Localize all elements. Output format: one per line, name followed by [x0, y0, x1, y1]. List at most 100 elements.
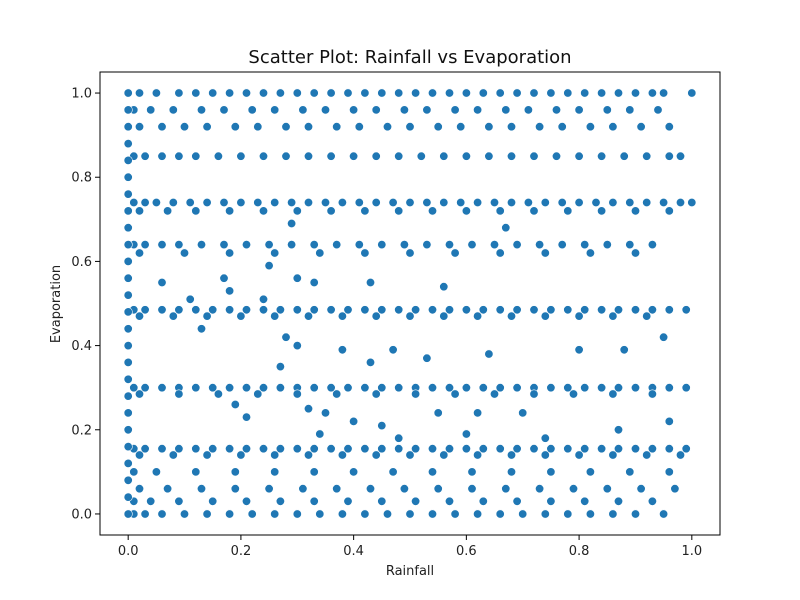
data-point — [613, 496, 623, 506]
chart-title: Scatter Plot: Rainfall vs Evaporation — [248, 47, 571, 68]
data-point — [636, 122, 646, 132]
data-point — [473, 509, 483, 519]
data-point — [343, 383, 353, 393]
data-point — [512, 496, 522, 506]
data-point — [360, 383, 370, 393]
data-point — [135, 122, 145, 132]
data-point — [551, 105, 561, 115]
data-point — [275, 362, 285, 372]
data-point — [405, 450, 415, 460]
data-point — [546, 496, 556, 506]
data-point — [411, 496, 421, 506]
data-point — [219, 240, 229, 250]
data-point — [478, 305, 488, 315]
data-point — [433, 408, 443, 418]
data-point — [174, 88, 184, 98]
data-point — [292, 206, 302, 216]
data-point — [411, 444, 421, 454]
data-point — [292, 273, 302, 283]
data-point — [202, 122, 212, 132]
data-point — [163, 484, 173, 494]
data-point — [174, 389, 184, 399]
data-point — [563, 509, 573, 519]
data-point — [675, 151, 685, 161]
data-point — [191, 467, 201, 477]
data-point — [349, 467, 359, 477]
data-point — [394, 383, 404, 393]
data-point — [664, 305, 674, 315]
data-point — [523, 198, 533, 208]
data-point — [360, 248, 370, 258]
data-point — [242, 383, 252, 393]
data-point — [258, 206, 268, 216]
data-point — [456, 198, 466, 208]
data-point — [123, 122, 133, 132]
data-point — [354, 240, 364, 250]
data-point — [208, 444, 218, 454]
data-point — [506, 311, 516, 321]
data-point — [512, 88, 522, 98]
data-point — [197, 105, 207, 115]
data-point — [450, 509, 460, 519]
data-point — [236, 311, 246, 321]
data-point — [168, 450, 178, 460]
data-point — [433, 122, 443, 132]
data-point — [140, 305, 150, 315]
data-point — [337, 311, 347, 321]
data-point — [540, 311, 550, 321]
data-point — [140, 509, 150, 519]
data-point — [585, 248, 595, 258]
data-point — [180, 248, 190, 258]
data-point — [225, 305, 235, 315]
data-point — [309, 444, 319, 454]
data-point — [292, 341, 302, 351]
data-point — [292, 444, 302, 454]
data-point — [642, 450, 652, 460]
x-tick-label: 0.4 — [343, 544, 364, 559]
data-point — [225, 206, 235, 216]
data-point — [461, 383, 471, 393]
data-point — [303, 198, 313, 208]
data-point — [371, 311, 381, 321]
data-point — [597, 151, 607, 161]
data-point — [411, 305, 421, 315]
data-point — [180, 122, 190, 132]
data-point — [394, 433, 404, 443]
data-point — [253, 389, 263, 399]
data-point — [394, 88, 404, 98]
data-point — [625, 105, 635, 115]
data-point — [208, 383, 218, 393]
data-point — [664, 467, 674, 477]
data-point — [225, 248, 235, 258]
data-point — [625, 198, 635, 208]
data-point — [473, 450, 483, 460]
data-point — [506, 467, 516, 477]
data-point — [506, 122, 516, 132]
data-point — [659, 332, 669, 342]
data-point — [647, 444, 657, 454]
data-point — [315, 429, 325, 439]
data-point — [523, 105, 533, 115]
data-point — [625, 467, 635, 477]
data-point — [281, 122, 291, 132]
data-point — [512, 444, 522, 454]
data-point — [157, 444, 167, 454]
data-point — [574, 311, 584, 321]
data-point — [191, 88, 201, 98]
data-point — [433, 484, 443, 494]
data-point — [123, 492, 133, 502]
data-points — [123, 88, 697, 519]
data-point — [219, 105, 229, 115]
data-point — [123, 374, 133, 384]
data-point — [546, 383, 556, 393]
data-point — [602, 105, 612, 115]
data-point — [292, 389, 302, 399]
data-point — [563, 305, 573, 315]
data-point — [270, 467, 280, 477]
data-point — [354, 198, 364, 208]
data-point — [258, 444, 268, 454]
data-point — [309, 277, 319, 287]
data-point — [439, 282, 449, 292]
data-point — [506, 151, 516, 161]
data-point — [427, 509, 437, 519]
